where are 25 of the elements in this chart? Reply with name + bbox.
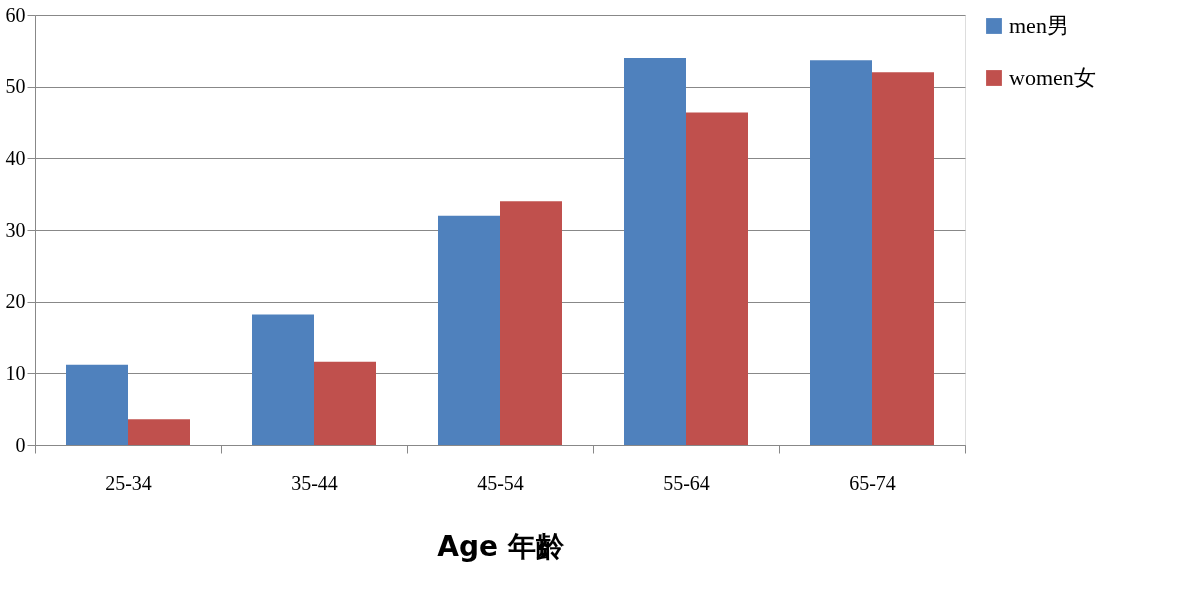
y-tick-label: 10 xyxy=(5,361,26,384)
y-tick-label: 40 xyxy=(5,146,26,169)
legend-label: men男 xyxy=(1009,13,1069,38)
x-tick-label: 35-44 xyxy=(291,471,338,494)
bar xyxy=(252,314,314,445)
x-axis-title: Age 年齡 xyxy=(437,529,565,563)
bar xyxy=(624,58,686,445)
bar xyxy=(686,112,748,445)
x-tick-label: 25-34 xyxy=(105,471,152,494)
bar xyxy=(810,60,872,445)
y-tick-label: 50 xyxy=(5,75,26,98)
y-tick-label: 20 xyxy=(5,290,26,313)
y-tick-label: 60 xyxy=(5,3,26,26)
legend-label: women女 xyxy=(1009,65,1096,90)
bar xyxy=(500,201,562,445)
bar xyxy=(314,361,376,445)
bar xyxy=(438,215,500,445)
bar xyxy=(128,419,190,445)
x-tick-label: 55-64 xyxy=(663,471,710,494)
x-tick-label: 65-74 xyxy=(849,471,896,494)
x-tick-label: 45-54 xyxy=(477,471,524,494)
bar xyxy=(872,72,934,445)
y-tick-label: 0 xyxy=(15,433,26,456)
bar xyxy=(66,364,128,445)
y-tick-label: 30 xyxy=(5,218,26,241)
